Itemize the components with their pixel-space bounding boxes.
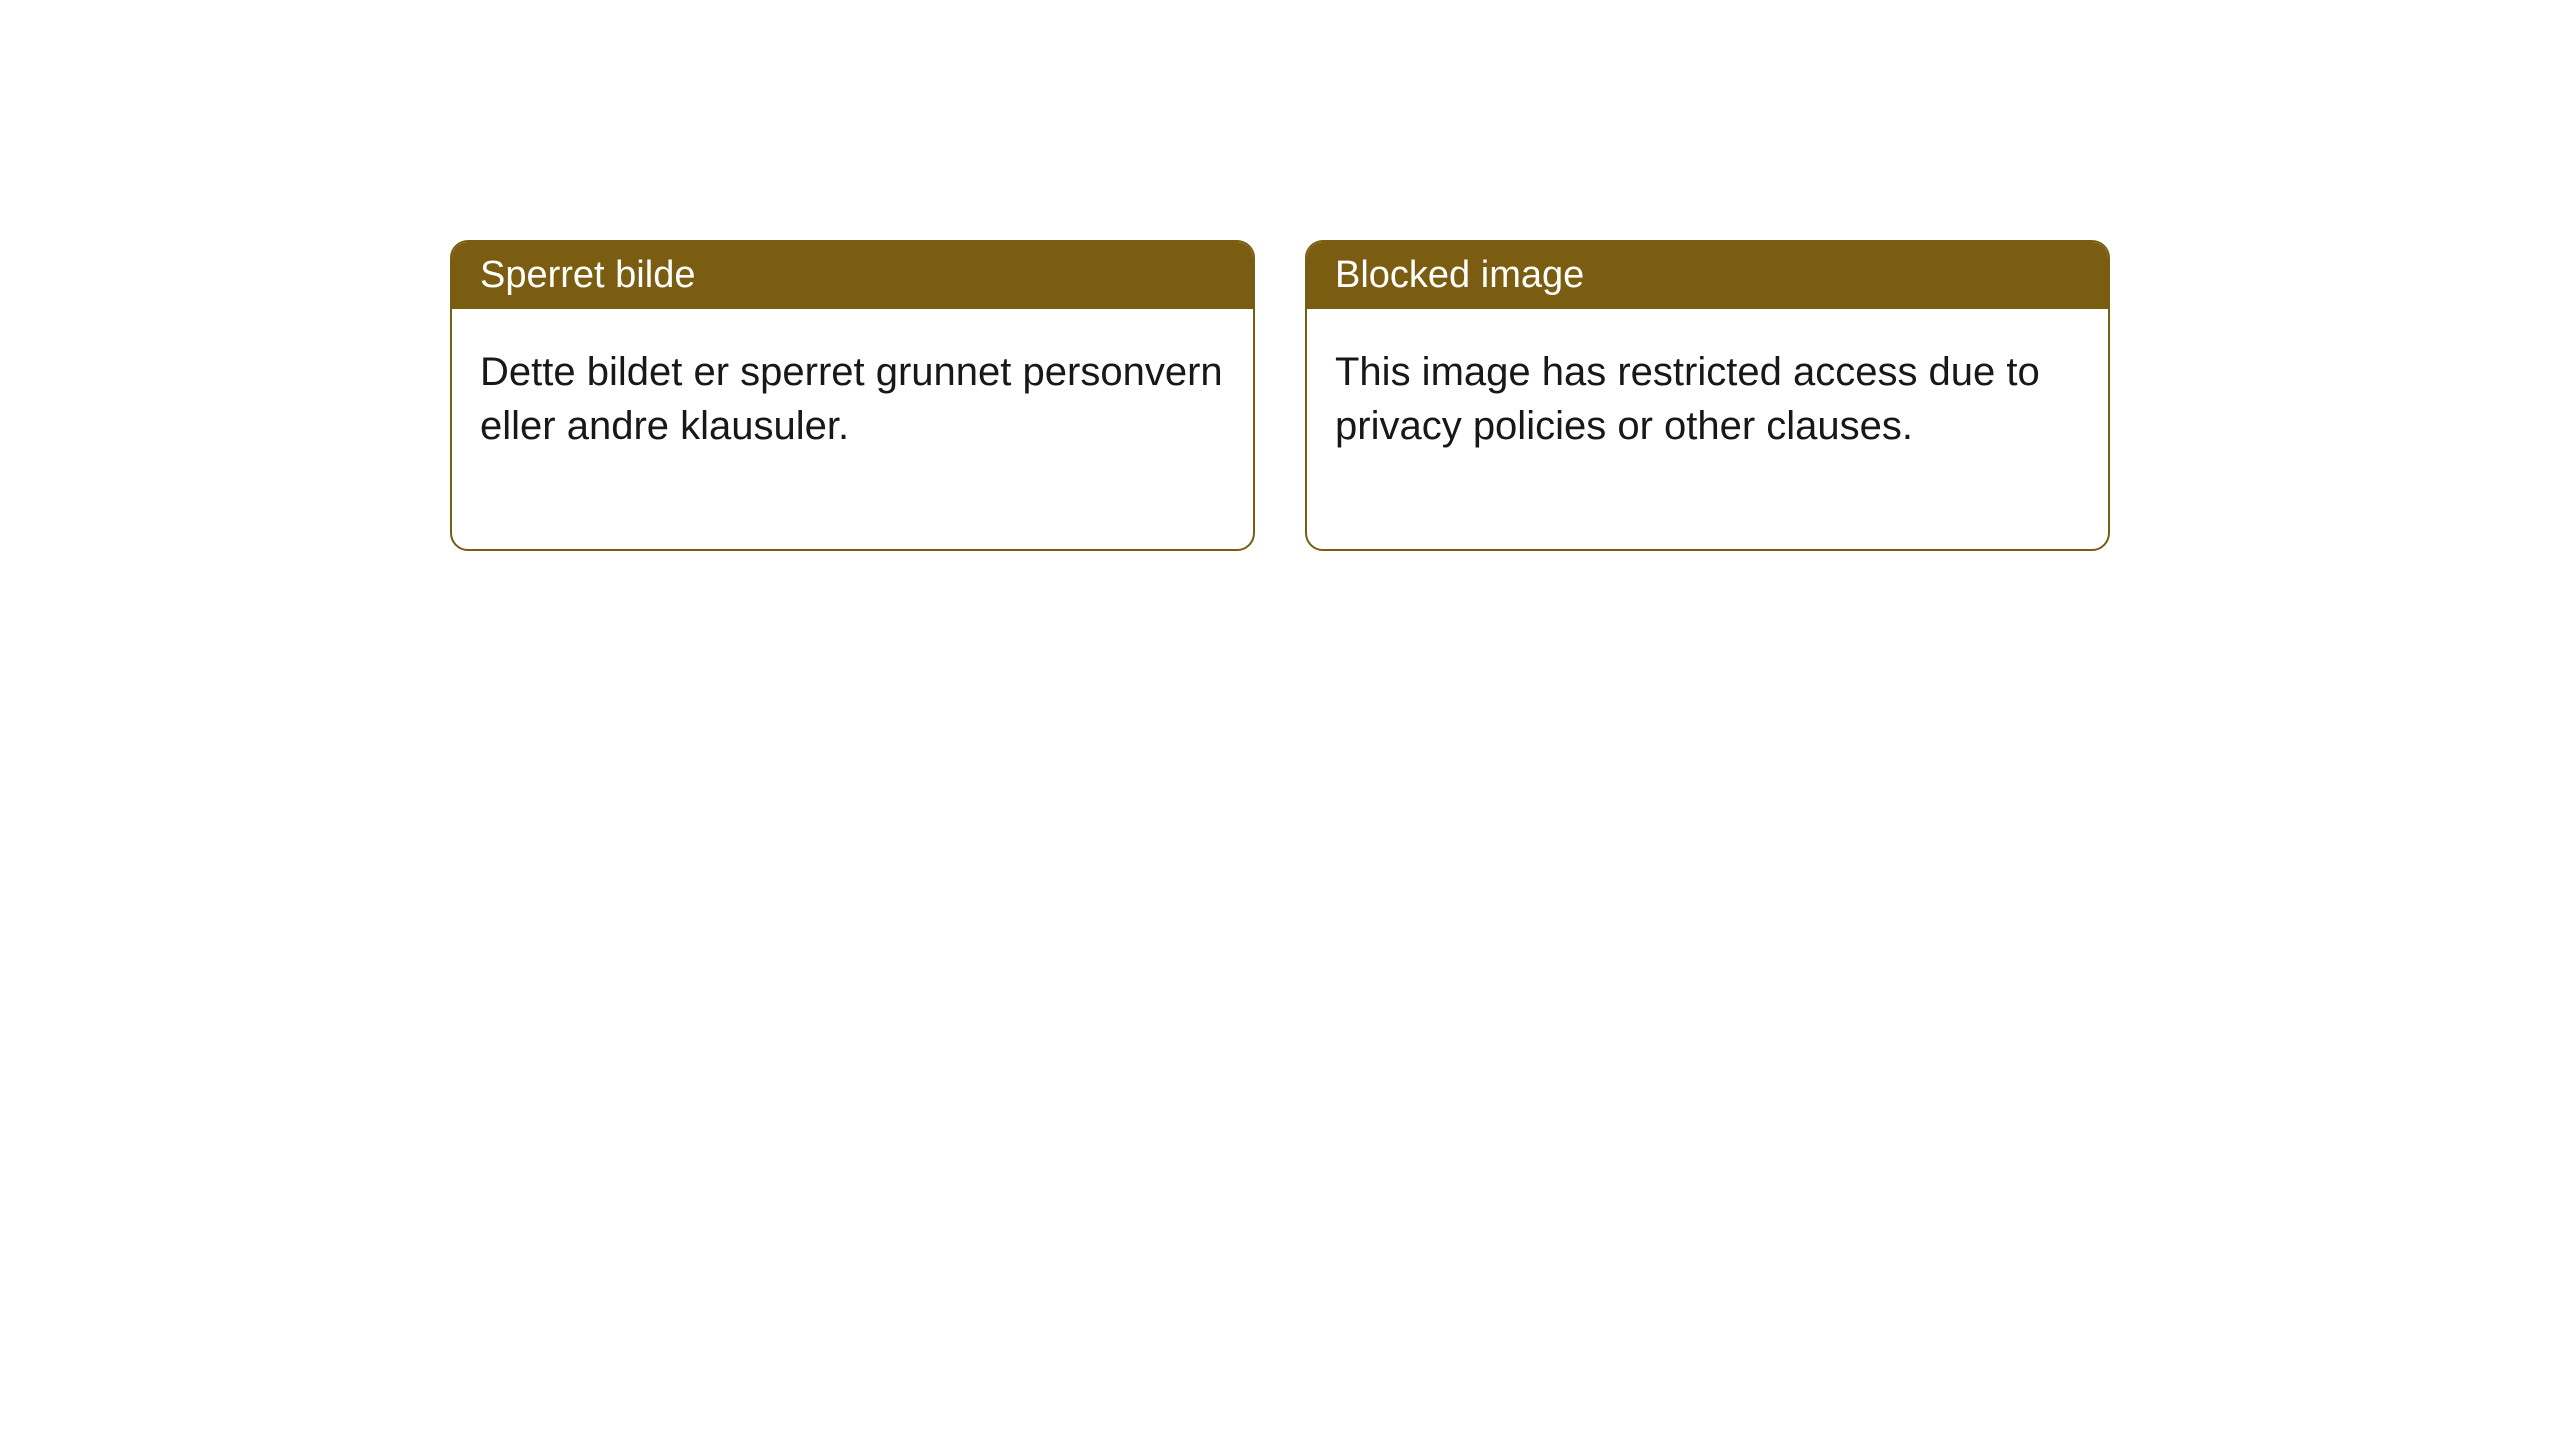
notice-body: Dette bildet er sperret grunnet personve…	[452, 309, 1253, 549]
notice-title: Blocked image	[1335, 254, 1584, 296]
notice-body: This image has restricted access due to …	[1307, 309, 2108, 549]
notice-body-text: Dette bildet er sperret grunnet personve…	[480, 350, 1223, 448]
notice-card-english: Blocked image This image has restricted …	[1305, 240, 2110, 551]
notice-header: Blocked image	[1307, 242, 2108, 309]
notice-container: Sperret bilde Dette bildet er sperret gr…	[450, 240, 2110, 551]
notice-card-norwegian: Sperret bilde Dette bildet er sperret gr…	[450, 240, 1255, 551]
notice-header: Sperret bilde	[452, 242, 1253, 309]
notice-title: Sperret bilde	[480, 254, 695, 296]
notice-body-text: This image has restricted access due to …	[1335, 350, 2040, 448]
